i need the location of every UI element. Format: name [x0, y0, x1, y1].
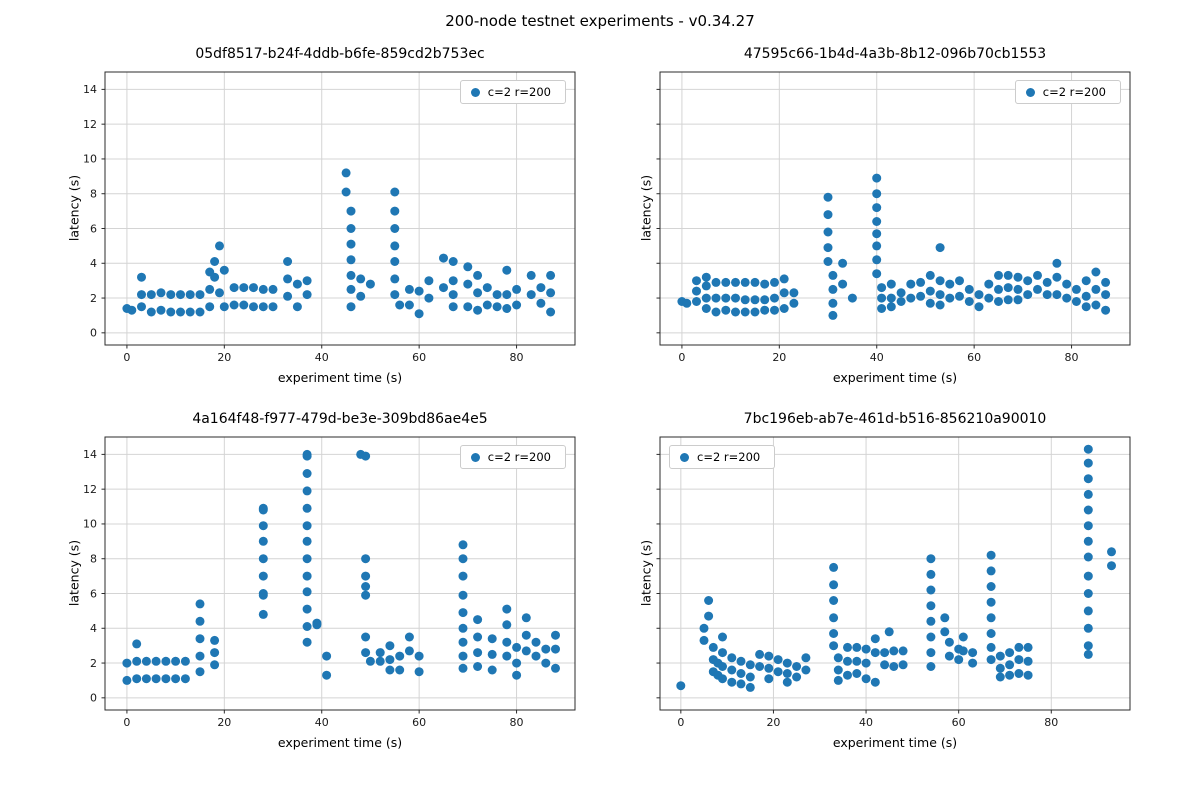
svg-text:20: 20 — [217, 716, 231, 729]
svg-text:2: 2 — [90, 292, 97, 305]
svg-text:4: 4 — [90, 622, 97, 635]
svg-text:6: 6 — [90, 222, 97, 235]
legend-label: c=2 r=200 — [487, 450, 551, 464]
svg-text:60: 60 — [967, 351, 981, 364]
legend-marker-icon — [470, 452, 480, 462]
svg-text:2: 2 — [90, 657, 97, 670]
legend-marker-icon — [470, 87, 480, 97]
legend-marker-icon — [680, 452, 689, 462]
svg-text:0: 0 — [678, 351, 685, 364]
legend-label: c=2 r=200 — [1042, 85, 1106, 99]
subplot-2-axes: 0 20 40 60 80 c=2 r=200 — [656, 71, 1131, 364]
svg-text:4: 4 — [90, 257, 97, 270]
svg-text:8: 8 — [90, 188, 97, 201]
subplot-4-y-axis-label: latency (s) — [638, 539, 654, 607]
subplot-3-scatter-plot: 0 20 40 60 80 0 2 4 6 8 10 12 14 — [83, 436, 576, 729]
svg-text:60: 60 — [412, 351, 426, 364]
svg-text:0: 0 — [123, 716, 130, 729]
subplot-4-legend: c=2 r=200 — [669, 445, 776, 469]
legend-marker-icon — [1025, 87, 1035, 97]
subplot-3-x-axis-label: experiment time (s) — [277, 735, 403, 750]
svg-text:20: 20 — [772, 351, 786, 364]
subplot-2-scatter-plot: 0 20 40 60 80 — [656, 71, 1131, 364]
legend-label: c=2 r=200 — [697, 450, 761, 464]
subplot-3-title: 4a164f48-f977-479d-be3e-309bd86ae4e5 — [192, 411, 488, 427]
subplot-3-y-axis-label: latency (s) — [66, 539, 82, 607]
svg-text:12: 12 — [83, 118, 97, 131]
svg-text:10: 10 — [83, 518, 97, 531]
svg-text:8: 8 — [90, 553, 97, 566]
svg-text:40: 40 — [859, 716, 873, 729]
subplot-4-scatter-plot: 0 20 40 60 80 — [656, 436, 1131, 729]
subplot-1-scatter-plot: 0 20 40 60 80 0 2 4 6 8 10 12 14 — [83, 71, 576, 364]
svg-text:40: 40 — [870, 351, 884, 364]
svg-text:10: 10 — [83, 153, 97, 166]
subplot-3-legend: c=2 r=200 — [459, 445, 566, 469]
subplot-2-x-axis-label: experiment time (s) — [832, 370, 958, 385]
subplot-4-axes: 0 20 40 60 80 c=2 r=200 — [656, 436, 1131, 729]
subplot-4-title: 7bc196eb-ab7e-461d-b516-856210a90010 — [743, 411, 1047, 427]
subplot-1-legend: c=2 r=200 — [459, 80, 566, 104]
subplot-3-axes: 0 20 40 60 80 0 2 4 6 8 10 12 14 c=2 r=200 — [83, 436, 576, 729]
svg-text:60: 60 — [412, 716, 426, 729]
svg-text:60: 60 — [952, 716, 966, 729]
svg-text:80: 80 — [1044, 716, 1058, 729]
svg-text:12: 12 — [83, 483, 97, 496]
svg-text:80: 80 — [1065, 351, 1079, 364]
svg-text:0: 0 — [90, 692, 97, 705]
svg-text:6: 6 — [90, 587, 97, 600]
subplot-1-y-axis-label: latency (s) — [66, 174, 82, 242]
svg-text:0: 0 — [123, 351, 130, 364]
svg-text:0: 0 — [90, 327, 97, 340]
svg-text:0: 0 — [677, 716, 684, 729]
svg-text:14: 14 — [83, 83, 97, 96]
svg-text:20: 20 — [766, 716, 780, 729]
svg-text:40: 40 — [315, 351, 329, 364]
svg-text:40: 40 — [315, 716, 329, 729]
figure-title: 200-node testnet experiments - v0.34.27 — [445, 12, 755, 30]
subplot-1-title: 05df8517-b24f-4ddb-b6fe-859cd2b753ec — [195, 46, 485, 62]
subplot-2-legend: c=2 r=200 — [1014, 80, 1121, 104]
subplot-2-title: 47595c66-1b4d-4a3b-8b12-096b70cb1553 — [743, 46, 1047, 62]
subplot-1-axes: 0 20 40 60 80 0 2 4 6 8 10 12 14 c=2 r=200 — [83, 71, 576, 364]
svg-text:80: 80 — [510, 716, 524, 729]
subplot-1-x-axis-label: experiment time (s) — [277, 370, 403, 385]
subplot-4-x-axis-label: experiment time (s) — [832, 735, 958, 750]
legend-label: c=2 r=200 — [487, 85, 551, 99]
svg-text:14: 14 — [83, 448, 97, 461]
svg-text:80: 80 — [510, 351, 524, 364]
svg-text:20: 20 — [217, 351, 231, 364]
subplot-2-y-axis-label: latency (s) — [638, 174, 654, 242]
